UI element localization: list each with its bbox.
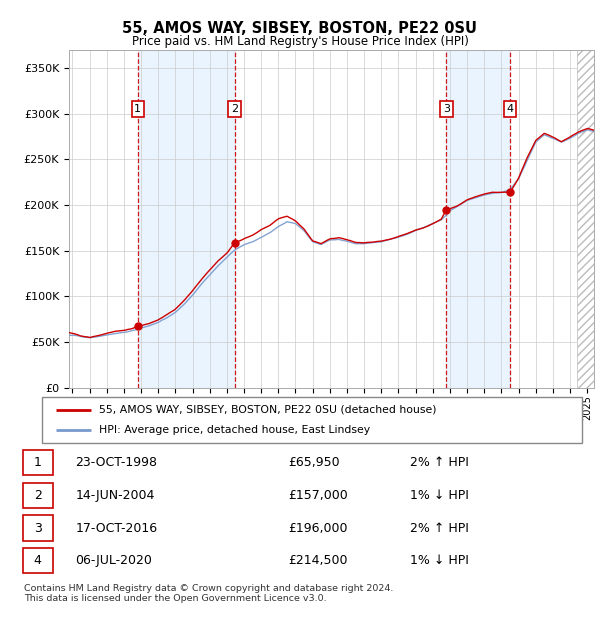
Text: 3: 3 [443, 104, 450, 114]
Text: 2: 2 [231, 104, 238, 114]
Bar [446, 50, 510, 388]
Text: 55, AMOS WAY, SIBSEY, BOSTON, PE22 0SU (detached house): 55, AMOS WAY, SIBSEY, BOSTON, PE22 0SU (… [98, 405, 436, 415]
Text: 2% ↑ HPI: 2% ↑ HPI [410, 456, 469, 469]
Text: Price paid vs. HM Land Registry's House Price Index (HPI): Price paid vs. HM Land Registry's House … [131, 35, 469, 48]
Text: 17-OCT-2016: 17-OCT-2016 [76, 521, 158, 534]
Text: 2% ↑ HPI: 2% ↑ HPI [410, 521, 469, 534]
Text: 4: 4 [506, 104, 514, 114]
Text: 55, AMOS WAY, SIBSEY, BOSTON, PE22 0SU: 55, AMOS WAY, SIBSEY, BOSTON, PE22 0SU [122, 21, 478, 36]
Text: £65,950: £65,950 [289, 456, 340, 469]
Text: 3: 3 [34, 521, 41, 534]
Text: £214,500: £214,500 [289, 554, 348, 567]
Text: 2: 2 [34, 489, 41, 502]
Bar [138, 50, 235, 388]
Text: 4: 4 [34, 554, 41, 567]
Text: £196,000: £196,000 [289, 521, 348, 534]
Text: £157,000: £157,000 [289, 489, 349, 502]
FancyBboxPatch shape [23, 515, 53, 541]
Text: Contains HM Land Registry data © Crown copyright and database right 2024.
This d: Contains HM Land Registry data © Crown c… [24, 584, 394, 603]
Text: 1% ↓ HPI: 1% ↓ HPI [410, 554, 469, 567]
Text: 14-JUN-2004: 14-JUN-2004 [76, 489, 155, 502]
FancyBboxPatch shape [23, 548, 53, 574]
Text: 1: 1 [134, 104, 141, 114]
FancyBboxPatch shape [23, 450, 53, 476]
Text: 1: 1 [34, 456, 41, 469]
Text: 23-OCT-1998: 23-OCT-1998 [76, 456, 158, 469]
Text: HPI: Average price, detached house, East Lindsey: HPI: Average price, detached house, East… [98, 425, 370, 435]
Text: 1% ↓ HPI: 1% ↓ HPI [410, 489, 469, 502]
FancyBboxPatch shape [23, 483, 53, 508]
Text: 06-JUL-2020: 06-JUL-2020 [76, 554, 152, 567]
